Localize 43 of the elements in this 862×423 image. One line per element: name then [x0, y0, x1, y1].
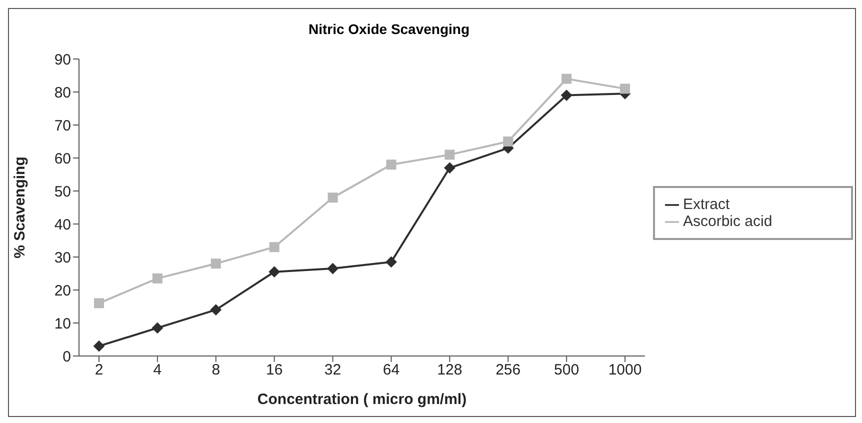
- legend-label: Ascorbic acid: [683, 212, 772, 230]
- y-tick-label: 40: [54, 216, 71, 234]
- point: [503, 136, 514, 146]
- y-tick-label: 90: [54, 51, 71, 68]
- x-tick-label: 500: [554, 362, 580, 379]
- x-tick-label: 64: [382, 362, 400, 379]
- x-axis-title: Concentration ( micro gm/ml): [257, 391, 467, 408]
- x-tick-label: 256: [496, 362, 521, 379]
- y-tick-label: 10: [54, 315, 71, 332]
- point: [444, 162, 456, 174]
- legend-label: Extract: [683, 196, 730, 212]
- y-tick-label: 50: [54, 183, 71, 200]
- point: [386, 256, 397, 268]
- point: [269, 242, 280, 252]
- point: [561, 90, 572, 101]
- x-tick-label: 16: [266, 362, 283, 379]
- point: [562, 74, 572, 84]
- point: [620, 84, 630, 94]
- point: [327, 263, 338, 274]
- x-tick-label: 128: [437, 362, 462, 379]
- y-tick-label: 70: [54, 117, 71, 134]
- point: [386, 160, 396, 170]
- x-tick-label: 2: [94, 362, 104, 379]
- point: [210, 258, 221, 269]
- chart-title: Nitric Oxide Scavenging: [307, 21, 471, 37]
- y-tick-label: 20: [54, 282, 71, 300]
- y-axis-title: % Scavenging: [11, 156, 28, 258]
- y-tick-label: 0: [62, 348, 71, 366]
- point: [444, 150, 455, 160]
- point: [94, 340, 104, 352]
- y-tick-label: 30: [54, 249, 71, 266]
- x-tick-label: 32: [324, 362, 342, 379]
- point: [152, 273, 162, 284]
- point: [328, 192, 338, 203]
- y-tick-label: 60: [54, 150, 71, 168]
- x-tick-label: 8: [212, 362, 220, 379]
- point: [94, 298, 104, 308]
- point: [210, 304, 222, 316]
- y-tick-label: 80: [54, 84, 71, 102]
- x-tick-label: 4: [153, 362, 162, 379]
- point: [152, 322, 163, 334]
- x-tick-label: 1000: [608, 362, 642, 379]
- point: [268, 266, 280, 278]
